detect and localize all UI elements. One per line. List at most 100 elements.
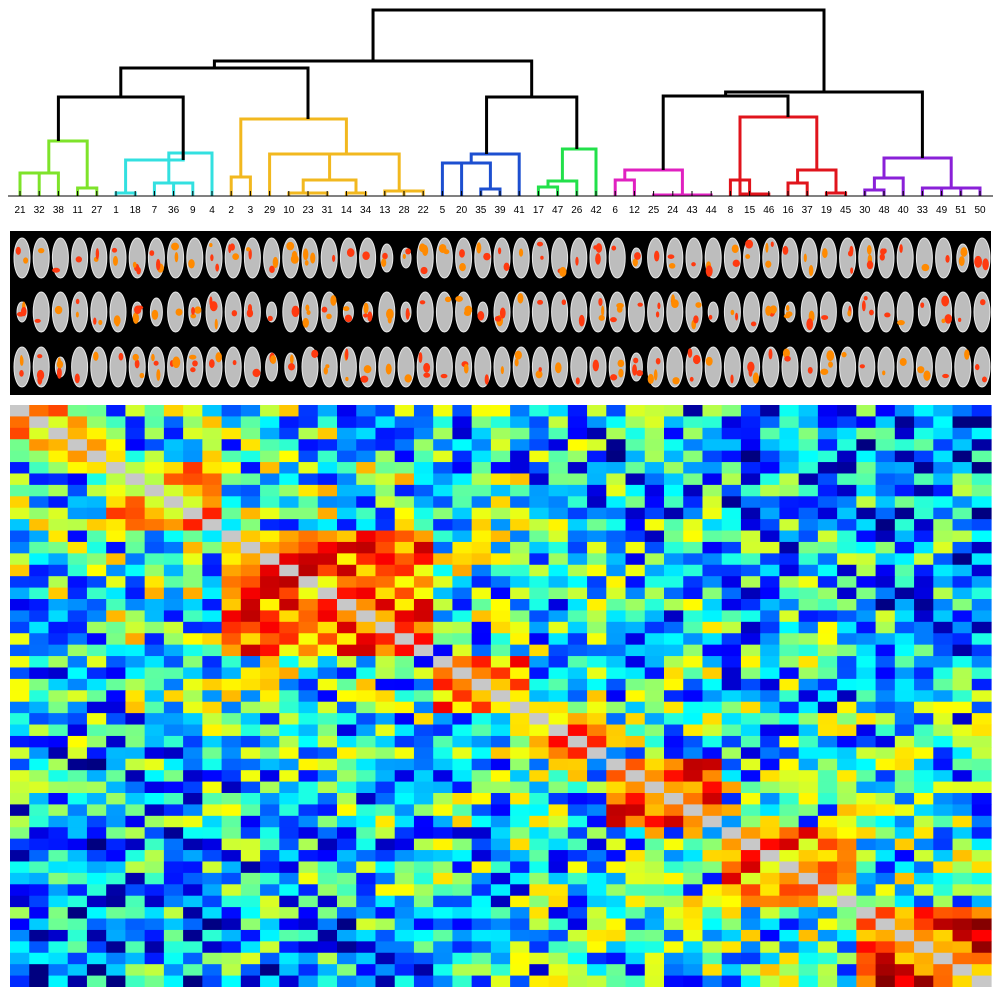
heatmap-cell bbox=[548, 872, 569, 885]
heatmap-cell bbox=[452, 587, 473, 600]
activation-blob bbox=[769, 305, 777, 314]
leaf-label: 9 bbox=[190, 205, 196, 216]
heatmap-cell bbox=[952, 781, 973, 794]
heatmap-cell bbox=[529, 713, 550, 726]
heatmap-cell bbox=[760, 781, 781, 794]
heatmap-cell bbox=[221, 690, 242, 703]
activation-blob bbox=[747, 361, 755, 373]
heatmap-cell bbox=[163, 427, 184, 440]
heatmap-cell bbox=[606, 621, 627, 634]
heatmap-cell bbox=[356, 587, 377, 600]
activation-blob bbox=[841, 351, 847, 358]
heatmap-cell bbox=[221, 564, 242, 577]
heatmap-cell bbox=[856, 656, 877, 669]
heatmap-cell bbox=[683, 462, 704, 475]
heatmap-cell bbox=[240, 907, 261, 920]
brain-thumbnail bbox=[71, 291, 89, 333]
dendrogram-link-26 bbox=[613, 178, 636, 196]
brain-thumbnail bbox=[512, 291, 530, 333]
heatmap-cell bbox=[606, 690, 627, 703]
leaf-label: 17 bbox=[533, 205, 545, 216]
heatmap-cell bbox=[490, 507, 511, 520]
activation-blob bbox=[593, 245, 598, 250]
heatmap-cell bbox=[240, 656, 261, 669]
heatmap-cell bbox=[933, 416, 954, 429]
heatmap-cell bbox=[856, 667, 877, 680]
activation-blob bbox=[111, 247, 118, 253]
heatmap-cell bbox=[29, 907, 50, 920]
brain-thumbnail bbox=[819, 291, 837, 333]
heatmap-cell bbox=[933, 507, 954, 520]
heatmap-cell bbox=[106, 758, 127, 771]
heatmap-cell bbox=[587, 964, 607, 977]
heatmap-cell bbox=[760, 713, 781, 726]
heatmap-cell bbox=[163, 541, 184, 554]
heatmap-cell bbox=[490, 975, 511, 987]
heatmap-cell bbox=[163, 678, 184, 691]
heatmap-cell bbox=[625, 462, 646, 475]
heatmap-cell bbox=[644, 633, 665, 646]
heatmap-cell bbox=[375, 964, 396, 977]
heatmap-cell bbox=[837, 918, 857, 931]
heatmap-cell bbox=[606, 793, 627, 806]
heatmap-cell bbox=[837, 576, 857, 589]
heatmap-cell bbox=[317, 861, 338, 874]
heatmap-cell bbox=[125, 496, 146, 509]
heatmap-cell bbox=[837, 644, 857, 657]
heatmap-cell bbox=[914, 884, 934, 897]
heatmap-cell bbox=[106, 473, 127, 486]
heatmap-cell bbox=[125, 484, 146, 497]
heatmap-cell bbox=[490, 884, 511, 897]
heatmap-cell bbox=[683, 907, 704, 920]
heatmap-cell bbox=[740, 633, 761, 646]
heatmap-cell bbox=[202, 405, 223, 418]
heatmap-cell bbox=[125, 656, 146, 669]
heatmap-cell bbox=[683, 964, 704, 977]
heatmap-cell bbox=[183, 507, 203, 520]
heatmap-cell bbox=[798, 838, 819, 851]
heatmap-cell bbox=[664, 815, 684, 828]
heatmap-cell bbox=[548, 621, 569, 634]
heatmap-cell bbox=[202, 850, 223, 863]
activation-blob bbox=[310, 252, 316, 264]
heatmap-cell bbox=[260, 621, 280, 634]
heatmap-cell bbox=[471, 553, 492, 566]
heatmap-cell bbox=[587, 838, 607, 851]
heatmap-cell bbox=[452, 678, 473, 691]
activation-blob bbox=[323, 367, 328, 375]
heatmap-cell bbox=[760, 439, 781, 452]
activation-blob bbox=[463, 363, 469, 374]
heatmap-cell bbox=[914, 587, 934, 600]
heatmap-cell bbox=[837, 713, 857, 726]
heatmap-cell bbox=[29, 815, 50, 828]
activation-blob bbox=[730, 309, 735, 316]
heatmap-cell bbox=[779, 941, 800, 954]
heatmap-cell bbox=[952, 758, 973, 771]
heatmap-cell bbox=[702, 427, 723, 440]
heatmap-cell bbox=[125, 564, 146, 577]
heatmap-cell bbox=[471, 907, 492, 920]
brain-thumbnail bbox=[109, 346, 127, 388]
heatmap-cell bbox=[856, 804, 877, 817]
heatmap-cell bbox=[971, 541, 992, 554]
heatmap-cell bbox=[375, 907, 396, 920]
activation-blob bbox=[192, 360, 198, 367]
heatmap-cell bbox=[683, 952, 704, 965]
heatmap-cell bbox=[664, 576, 684, 589]
heatmap-cell bbox=[375, 929, 396, 942]
heatmap-cell bbox=[221, 758, 242, 771]
activation-blob bbox=[382, 252, 388, 260]
heatmap-cell bbox=[317, 735, 338, 748]
heatmap-cell bbox=[317, 587, 338, 600]
heatmap-cell bbox=[144, 667, 165, 680]
heatmap-cell bbox=[702, 827, 723, 840]
heatmap-cell bbox=[48, 895, 69, 908]
heatmap-cell bbox=[317, 621, 338, 634]
heatmap-cell bbox=[529, 907, 550, 920]
heatmap-cell bbox=[933, 815, 954, 828]
heatmap-cell bbox=[202, 781, 223, 794]
heatmap-cell bbox=[10, 781, 30, 794]
heatmap-cell bbox=[894, 770, 915, 783]
brain-thumbnail bbox=[570, 291, 588, 333]
heatmap-cell bbox=[510, 416, 530, 429]
